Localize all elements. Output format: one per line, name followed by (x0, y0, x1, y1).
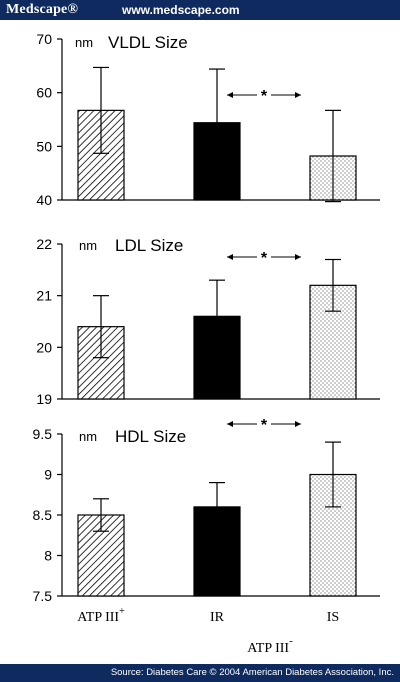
y-tick-label: 20 (36, 339, 52, 355)
group-label: ATP III- (247, 635, 293, 656)
header-url[interactable]: www.medscape.com (122, 3, 240, 17)
chart-panel-1: 40 50 60 70 nm VLDL Size * (36, 31, 380, 208)
y-tick-label: 8 (44, 548, 52, 564)
unit-label: nm (75, 35, 93, 50)
x-category-label: ATP III+ (77, 606, 125, 625)
y-tick-label: 9 (44, 467, 52, 483)
chart-title: LDL Size (115, 236, 183, 255)
y-tick-label: 40 (36, 192, 52, 208)
y-tick-label: 7.5 (33, 588, 53, 604)
y-tick-label: 22 (36, 236, 52, 252)
x-category-label: IR (210, 610, 225, 625)
y-tick-label: 19 (36, 391, 52, 407)
source-credit: Source: Diabetes Care © 2004 American Di… (110, 667, 394, 678)
significance-marker: * (227, 417, 301, 434)
significance-star: * (261, 250, 268, 267)
chart-panel-2: 19 20 21 22 nm LDL Size * (36, 236, 380, 407)
y-tick-label: 9.5 (33, 426, 53, 442)
arrow-left-icon (227, 254, 233, 260)
x-category-label: IS (327, 610, 339, 625)
chart-title: HDL Size (115, 427, 186, 446)
header-bar: Medscape® www.medscape.com (0, 0, 400, 20)
unit-label: nm (79, 429, 97, 444)
arrow-right-icon (295, 92, 301, 98)
y-tick-label: 8.5 (33, 507, 53, 523)
medscape-logo: Medscape® (6, 2, 79, 17)
chart-title: VLDL Size (108, 33, 188, 52)
arrow-right-icon (295, 254, 301, 260)
y-tick-label: 50 (36, 138, 52, 154)
y-tick-label: 21 (36, 288, 52, 304)
significance-star: * (261, 88, 268, 105)
y-tick-label: 60 (36, 85, 52, 101)
significance-marker: * (227, 88, 301, 105)
bar-ir (193, 506, 241, 597)
footer-bar: Source: Diabetes Care © 2004 American Di… (0, 664, 400, 682)
arrow-left-icon (227, 421, 233, 427)
bar-ir (193, 315, 241, 400)
bar-ir (193, 122, 241, 201)
arrow-left-icon (227, 92, 233, 98)
unit-label: nm (79, 238, 97, 253)
y-tick-label: 70 (36, 31, 52, 47)
significance-star: * (261, 417, 268, 434)
arrow-right-icon (295, 421, 301, 427)
significance-marker: * (227, 250, 301, 267)
chart-panel-3: 7.5 8 8.5 9 9.5 nm HDL Size * (33, 417, 380, 604)
